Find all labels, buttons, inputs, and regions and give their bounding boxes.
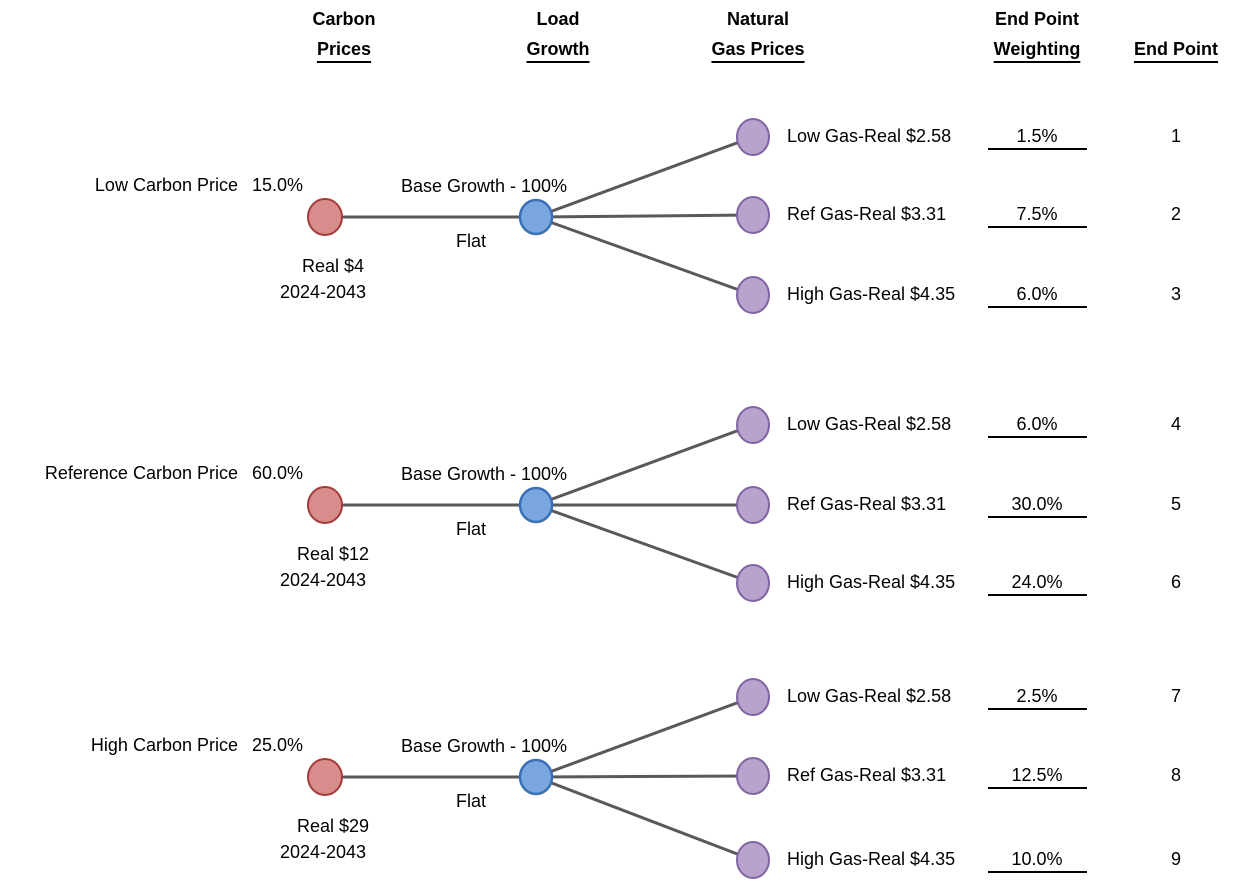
- weighting: 6.0%: [1016, 414, 1057, 434]
- carbon-period: 2024-2043: [280, 570, 366, 590]
- carbon-label: High Carbon Price: [91, 735, 238, 755]
- header-line: Natural: [727, 9, 789, 29]
- end-point: 1: [1171, 126, 1181, 146]
- gas-label: Low Gas-Real $2.58: [787, 686, 951, 706]
- edge: [535, 135, 754, 219]
- end-point: 2: [1171, 204, 1181, 224]
- edge: [535, 213, 754, 219]
- carbon-node: [307, 198, 343, 236]
- load-sub: Flat: [456, 519, 486, 539]
- header-title: Gas Prices: [711, 39, 804, 59]
- header-title: Growth: [527, 39, 590, 59]
- gas-label: High Gas-Real $4.35: [787, 284, 955, 304]
- weighting: 12.5%: [1011, 765, 1062, 785]
- gas-node: [736, 757, 770, 795]
- weighting: 7.5%: [1016, 204, 1057, 224]
- gas-label: Ref Gas-Real $3.31: [787, 765, 946, 785]
- weighting: 1.5%: [1016, 126, 1057, 146]
- edge: [535, 775, 754, 862]
- gas-node: [736, 678, 770, 716]
- header-title: Weighting: [994, 39, 1081, 59]
- carbon-period: 2024-2043: [280, 282, 366, 302]
- end-point: 8: [1171, 765, 1181, 785]
- load-sub: Flat: [456, 791, 486, 811]
- edge: [535, 503, 754, 585]
- end-point: 3: [1171, 284, 1181, 304]
- weighting: 2.5%: [1016, 686, 1057, 706]
- gas-label: Ref Gas-Real $3.31: [787, 204, 946, 224]
- carbon-price: Real $12: [297, 544, 369, 564]
- carbon-label: Low Carbon Price: [95, 175, 238, 195]
- load-node: [518, 198, 554, 236]
- gas-node: [736, 196, 770, 234]
- end-point: 4: [1171, 414, 1181, 434]
- load-sub: Flat: [456, 231, 486, 251]
- gas-node: [736, 406, 770, 444]
- end-point: 5: [1171, 494, 1181, 514]
- header-line: Load: [537, 9, 580, 29]
- gas-node: [736, 486, 770, 524]
- carbon-price: Real $4: [302, 256, 364, 276]
- gas-node: [736, 276, 770, 314]
- end-point: 7: [1171, 686, 1181, 706]
- load-label: Base Growth - 100%: [401, 176, 567, 196]
- load-node: [518, 486, 554, 524]
- header-line: End Point: [995, 9, 1079, 29]
- load-label: Base Growth - 100%: [401, 464, 567, 484]
- gas-node: [736, 564, 770, 602]
- header-title: End Point: [1134, 39, 1218, 59]
- gas-label: High Gas-Real $4.35: [787, 849, 955, 869]
- carbon-weight: 60.0%: [252, 463, 303, 483]
- weighting: 24.0%: [1011, 572, 1062, 592]
- carbon-node: [307, 758, 343, 796]
- gas-node: [736, 841, 770, 879]
- weighting: 30.0%: [1011, 494, 1062, 514]
- carbon-price: Real $29: [297, 816, 369, 836]
- header-title: Prices: [317, 39, 371, 59]
- load-label: Base Growth - 100%: [401, 736, 567, 756]
- weighting: 10.0%: [1011, 849, 1062, 869]
- end-point: 9: [1171, 849, 1181, 869]
- gas-label: Ref Gas-Real $3.31: [787, 494, 946, 514]
- header-line: Carbon: [313, 9, 376, 29]
- edge: [535, 774, 754, 779]
- gas-label: Low Gas-Real $2.58: [787, 126, 951, 146]
- gas-label: High Gas-Real $4.35: [787, 572, 955, 592]
- carbon-weight: 15.0%: [252, 175, 303, 195]
- load-node: [518, 758, 554, 796]
- gas-node: [736, 118, 770, 156]
- carbon-node: [307, 486, 343, 524]
- weighting: 6.0%: [1016, 284, 1057, 304]
- edge: [535, 423, 754, 507]
- end-point: 6: [1171, 572, 1181, 592]
- carbon-period: 2024-2043: [280, 842, 366, 862]
- edge: [535, 215, 754, 297]
- edge: [535, 695, 754, 779]
- carbon-label: Reference Carbon Price: [45, 463, 238, 483]
- gas-label: Low Gas-Real $2.58: [787, 414, 951, 434]
- carbon-weight: 25.0%: [252, 735, 303, 755]
